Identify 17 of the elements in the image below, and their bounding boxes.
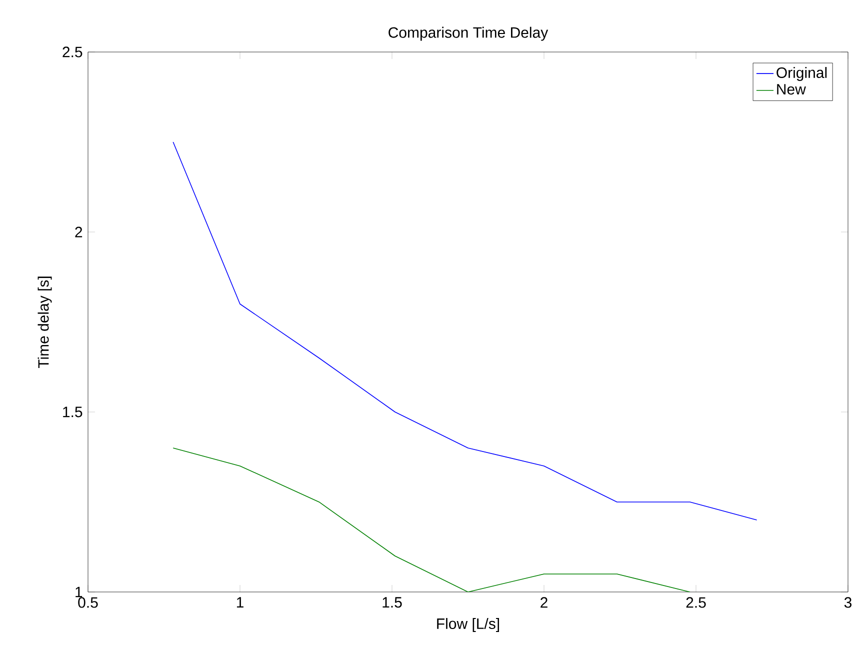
legend-label: Original (776, 66, 827, 81)
y-tick-label: 1 (76, 586, 82, 598)
chart-title: Comparison Time Delay (388, 26, 548, 41)
x-axis-title: Flow [L/s] (437, 618, 499, 632)
x-tick-label: 3 (844, 597, 852, 608)
x-tick-label: 0.5 (78, 597, 98, 608)
legend-label: New (777, 84, 806, 95)
y-tick-label: 2.5 (62, 46, 82, 58)
x-tick-label: 2.5 (686, 597, 706, 608)
x-tick-label: 1 (236, 597, 244, 608)
y-tick-label: 1.5 (63, 406, 82, 418)
y-tick-label: 2 (75, 226, 82, 238)
y-axis-title: Time delay [s] (38, 276, 52, 368)
x-tick-label: 1.5 (382, 597, 402, 608)
x-tick-label: 2 (540, 597, 548, 608)
line-series (172, 142, 758, 520)
line-series (172, 448, 690, 592)
